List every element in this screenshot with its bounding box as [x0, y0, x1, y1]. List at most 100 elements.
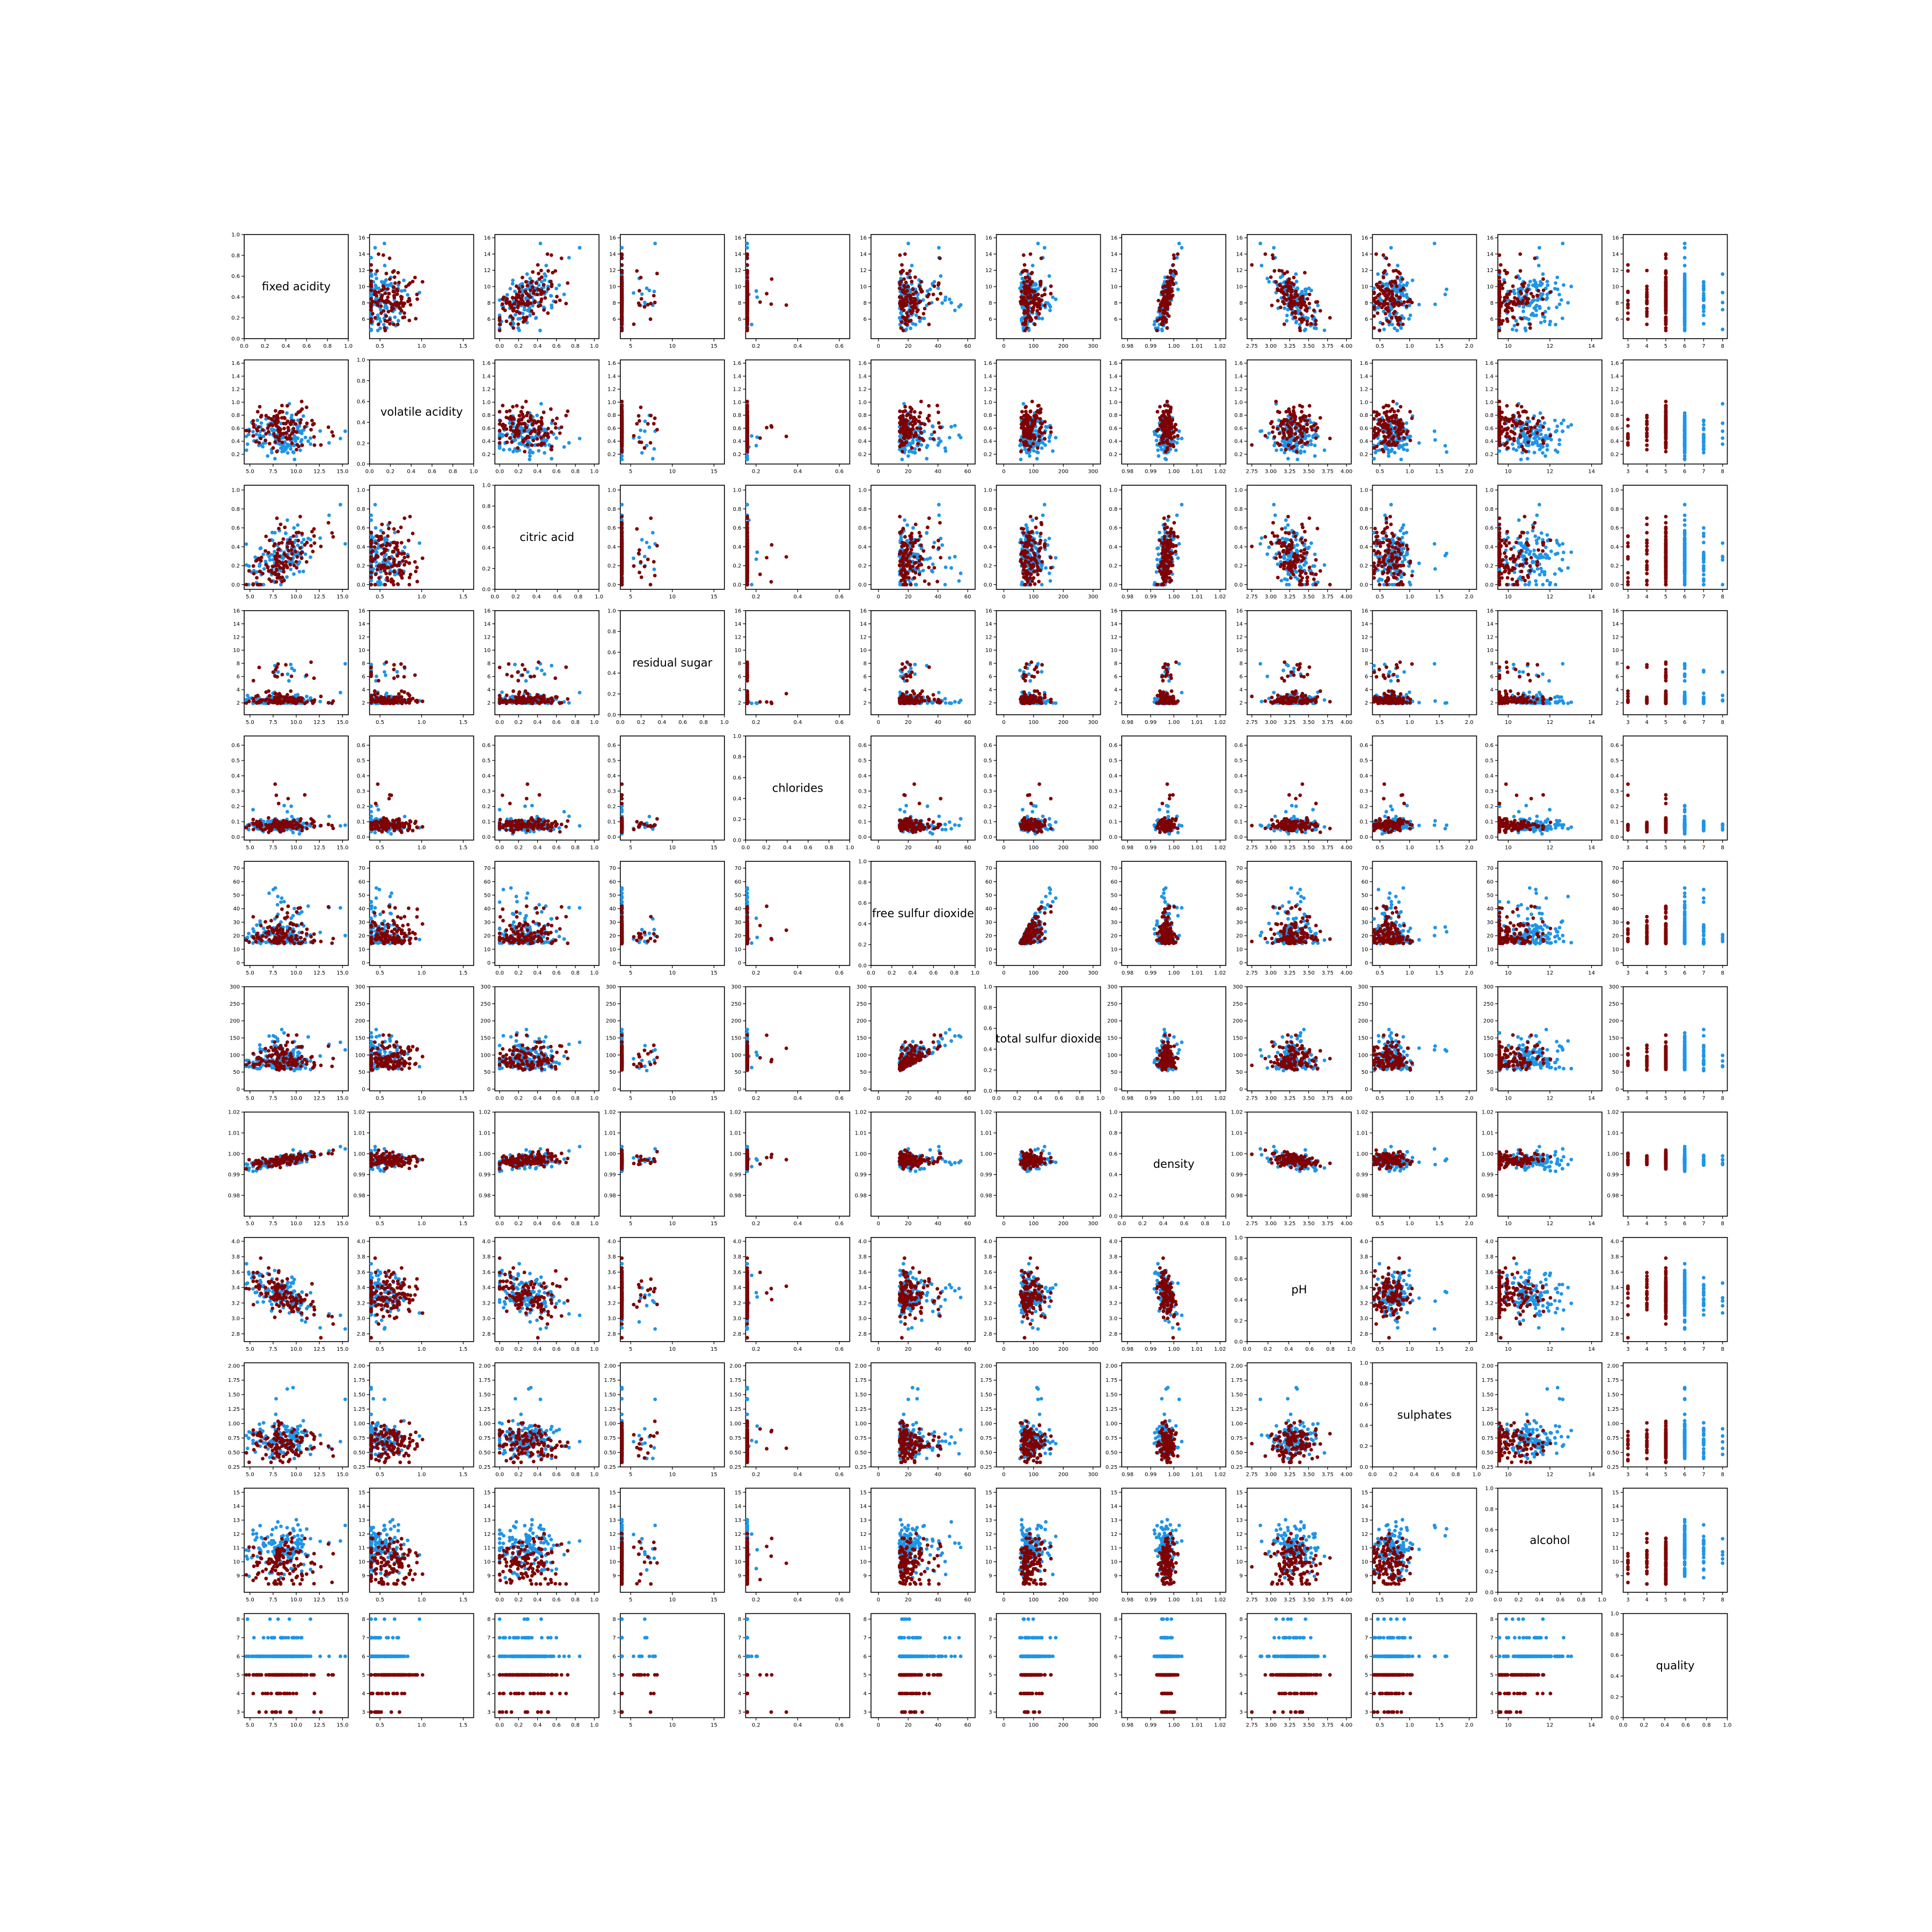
point-red — [369, 263, 373, 267]
point-red — [537, 272, 540, 275]
point-blue — [1536, 298, 1540, 302]
point-blue — [745, 246, 749, 250]
y-tick-label: 16 — [484, 236, 491, 241]
point-blue — [640, 292, 644, 296]
point-red — [392, 269, 396, 273]
y-tick-label: 14 — [1487, 252, 1494, 258]
point-red — [902, 277, 906, 281]
x-tick-label: 1.0 — [590, 343, 598, 349]
point-red — [1312, 309, 1316, 312]
point-red — [923, 307, 927, 311]
point-blue — [953, 309, 957, 312]
y-tick-label: 16 — [358, 236, 365, 241]
point-blue — [1541, 272, 1545, 276]
point-red — [640, 297, 643, 301]
point-blue — [1294, 272, 1298, 276]
point-blue — [538, 328, 542, 332]
point-blue — [1027, 272, 1030, 276]
point-red — [531, 312, 535, 316]
point-red — [386, 287, 390, 291]
point-blue — [1177, 241, 1181, 245]
point-red — [558, 298, 562, 302]
point-red — [1398, 272, 1402, 275]
point-red — [514, 296, 518, 300]
point-blue — [1304, 289, 1307, 293]
y-tick-label: 8 — [1239, 301, 1242, 306]
point-red — [379, 311, 383, 315]
point-red — [1314, 319, 1318, 323]
point-blue — [535, 316, 538, 320]
y-tick-label: 16 — [1487, 236, 1494, 241]
point-red — [937, 281, 941, 285]
point-red — [620, 320, 624, 324]
point-red — [900, 307, 904, 311]
point-red — [529, 289, 532, 292]
x-tick-label: 2.0 — [1465, 343, 1474, 349]
x-tick-label: 0.8 — [571, 343, 580, 349]
point-red — [421, 280, 425, 284]
x-tick-label: 3.25 — [1284, 343, 1296, 349]
point-red — [398, 307, 402, 311]
point-blue — [936, 287, 940, 290]
point-blue — [1543, 319, 1547, 323]
point-red — [1293, 311, 1297, 315]
panel-r0-c7: 0.98 0.99 1.00 1.01 1.026810121416 — [1110, 235, 1226, 349]
point-red — [1382, 303, 1386, 307]
point-blue — [949, 301, 953, 305]
point-red — [927, 323, 931, 326]
x-tick-label: 4.00 — [1341, 343, 1352, 349]
point-red — [909, 276, 912, 280]
point-red — [386, 310, 390, 313]
point-red — [537, 304, 540, 308]
point-red — [531, 286, 535, 289]
point-red — [386, 296, 390, 299]
point-blue — [1316, 304, 1320, 308]
point-blue — [528, 314, 532, 318]
y-tick-label: 10 — [1487, 284, 1494, 290]
point-red — [910, 311, 913, 315]
point-red — [396, 292, 399, 296]
point-red — [620, 252, 624, 256]
point-red — [1328, 316, 1332, 320]
point-red — [1155, 328, 1159, 332]
point-red — [524, 290, 528, 294]
point-red — [765, 292, 769, 296]
point-red — [369, 303, 373, 307]
point-blue — [370, 274, 374, 278]
point-red — [745, 311, 749, 315]
y-tick-label: 6 — [612, 317, 616, 323]
point-red — [1387, 263, 1391, 267]
point-red — [898, 253, 902, 257]
point-red — [1165, 320, 1168, 324]
point-blue — [1176, 288, 1180, 291]
point-blue — [1433, 241, 1437, 245]
point-red — [393, 281, 397, 285]
x-tick-label: 2.75 — [1246, 343, 1257, 349]
point-red — [927, 302, 931, 305]
point-red — [916, 308, 920, 312]
point-blue — [1514, 319, 1518, 323]
point-red — [620, 280, 624, 284]
point-red — [1022, 269, 1026, 273]
point-red — [383, 319, 387, 323]
point-red — [546, 311, 550, 315]
y-tick-label: 8 — [1114, 301, 1117, 306]
point-red — [745, 302, 749, 306]
point-blue — [374, 246, 377, 250]
x-tick-label: 0.4 — [282, 343, 290, 349]
point-red — [532, 291, 536, 295]
y-tick-label: 14 — [1110, 252, 1117, 258]
point-blue — [382, 323, 386, 326]
point-red — [1372, 314, 1376, 318]
point-blue — [376, 313, 380, 317]
point-blue — [959, 303, 963, 307]
point-red — [918, 316, 921, 319]
point-blue — [1389, 246, 1393, 250]
point-red — [546, 287, 550, 291]
point-red — [1401, 277, 1404, 281]
point-red — [546, 269, 550, 273]
point-red — [1393, 310, 1397, 313]
y-tick-label: 12 — [358, 268, 365, 274]
point-red — [745, 263, 749, 267]
